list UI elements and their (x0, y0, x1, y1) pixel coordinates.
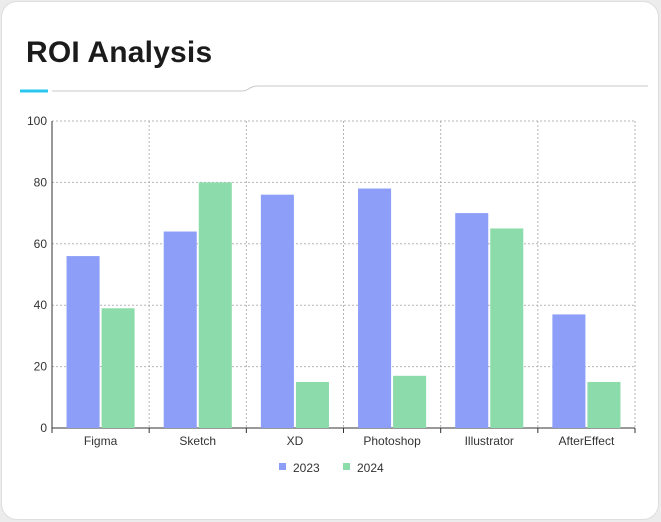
x-tick-label: XD (287, 434, 304, 448)
page-title: ROI Analysis (26, 36, 213, 69)
x-tick-label: Photoshop (363, 434, 421, 448)
bar-2024-photoshop (393, 375, 427, 428)
legend-swatch-2023 (279, 463, 286, 470)
bar-2023-illustrator (455, 213, 489, 428)
y-tick-label: 60 (34, 237, 48, 251)
bar-2024-xd (295, 381, 329, 428)
bar-2023-aftereffect (552, 314, 586, 428)
title-divider (20, 85, 648, 93)
y-tick-label: 100 (27, 114, 47, 128)
x-tick-label: AfterEffect (559, 434, 615, 448)
y-tick-label: 0 (40, 421, 47, 435)
bar-2024-aftereffect (587, 381, 621, 428)
x-tick-label: Illustrator (465, 434, 514, 448)
bar-2023-xd (260, 194, 294, 428)
y-tick-label: 80 (34, 175, 48, 189)
legend-label-2023: 2023 (293, 461, 320, 475)
bar-2023-sketch (163, 231, 197, 428)
bar-2023-figma (66, 256, 100, 428)
x-tick-label: Figma (84, 434, 118, 448)
bar-2024-figma (101, 308, 135, 428)
y-tick-label: 20 (34, 360, 48, 374)
bar-2024-sketch (198, 182, 232, 428)
bar-2024-illustrator (490, 228, 524, 428)
y-tick-label: 40 (34, 298, 48, 312)
legend-label-2024: 2024 (357, 461, 384, 475)
divider-line (52, 85, 648, 92)
x-tick-label: Sketch (179, 434, 216, 448)
legend-swatch-2024 (343, 463, 350, 470)
bar-2023-photoshop (358, 188, 392, 428)
